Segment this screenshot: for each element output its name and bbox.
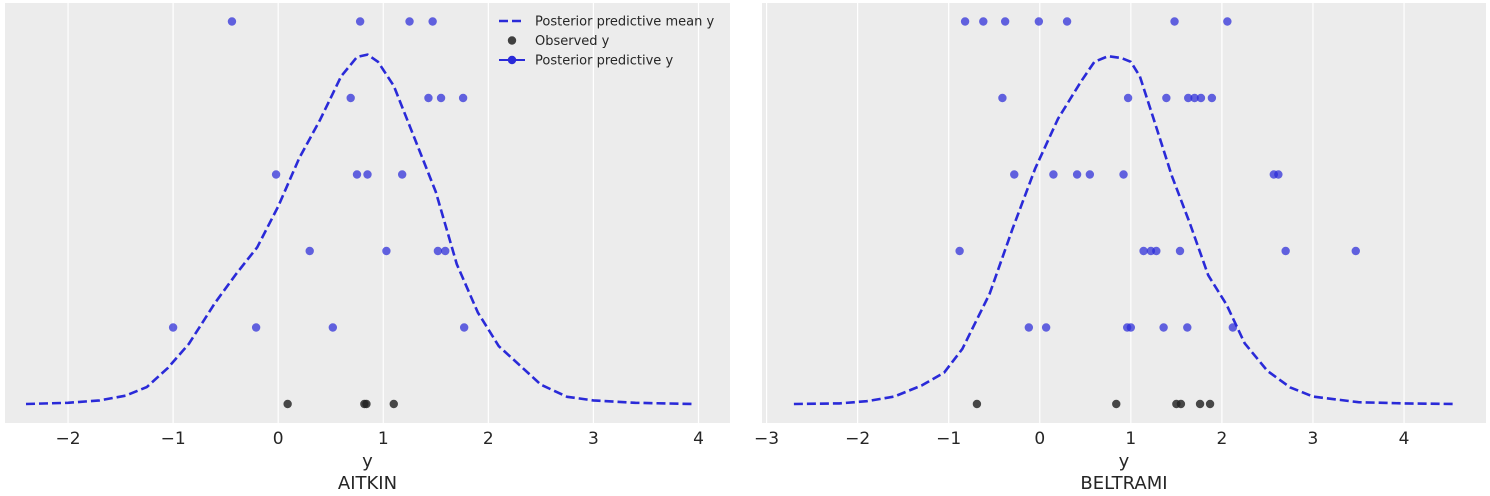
predictive-point	[1190, 93, 1199, 103]
x-tick-label: −2	[845, 429, 870, 449]
predictive-point	[1010, 170, 1019, 179]
x-tick-label: 4	[1399, 429, 1410, 449]
predictive-point	[1207, 93, 1217, 103]
plot-background	[762, 3, 1486, 423]
predictive-point	[1184, 93, 1193, 103]
predictive-point	[960, 17, 970, 26]
predictive-point	[1183, 323, 1192, 332]
observed-point	[972, 399, 982, 409]
legend-marker-observed	[507, 36, 517, 45]
x-tick-label: −1	[161, 429, 186, 449]
observed-point	[1112, 399, 1121, 409]
observed-point	[1205, 399, 1215, 409]
predictive-point	[1152, 246, 1161, 256]
x-tick-label: 3	[588, 429, 599, 449]
predictive-point	[1162, 93, 1171, 103]
predictive-point	[1223, 17, 1232, 26]
legend: Posterior predictive mean y Observed y Pos…	[499, 15, 714, 69]
predictive-point	[1175, 246, 1185, 256]
predictive-point	[1281, 246, 1290, 256]
predictive-point	[459, 323, 469, 332]
x-tick-label: 0	[1034, 429, 1045, 449]
legend-label: Posterior predictive mean y	[535, 15, 714, 30]
panel-subtitle: AITKIN	[338, 473, 397, 494]
predictive-point	[1000, 17, 1010, 26]
predictive-point	[979, 17, 988, 26]
observed-point	[389, 399, 398, 409]
predictive-point	[328, 323, 338, 332]
x-tick-label: 4	[693, 429, 704, 449]
predictive-point	[998, 93, 1007, 103]
legend-label: Observed y	[535, 34, 610, 49]
predictive-point	[168, 323, 178, 332]
x-tick-label: 0	[273, 429, 284, 449]
predictive-point	[227, 17, 237, 26]
x-tick-label: 1	[1125, 429, 1136, 449]
predictive-point	[346, 93, 355, 103]
x-tick-label: 1	[378, 429, 389, 449]
predictive-point	[458, 93, 468, 103]
predictive-point	[355, 17, 365, 26]
x-tick-label: 2	[1216, 429, 1227, 449]
posterior-predictive-mean-line	[793, 54, 1455, 406]
predictive-point	[428, 17, 437, 26]
x-axis-label: y	[1119, 451, 1130, 472]
predictive-point	[1159, 323, 1168, 332]
predictive-point	[441, 246, 450, 256]
x-tick-label: −1	[936, 429, 961, 449]
x-tick-label: 3	[1308, 429, 1319, 449]
predictive-point	[1119, 170, 1128, 179]
observed-point	[1176, 399, 1186, 409]
predictive-point	[1123, 93, 1133, 103]
predictive-point	[382, 246, 391, 256]
posterior-predictive-mean-line	[25, 53, 694, 406]
predictive-point	[363, 170, 372, 179]
predictive-point	[436, 93, 446, 103]
predictive-point	[405, 17, 414, 26]
panel-subtitle: BELTRAMI	[1080, 473, 1167, 494]
plot-background	[5, 3, 730, 423]
observed-point	[362, 399, 371, 409]
predictive-point	[1274, 170, 1283, 179]
predictive-point	[1072, 170, 1082, 179]
x-tick-label: −3	[754, 429, 779, 449]
predictive-point	[305, 246, 314, 256]
predictive-point	[955, 246, 964, 256]
predictive-point	[251, 323, 261, 332]
predictive-point	[1170, 17, 1179, 26]
predictive-point	[433, 246, 443, 256]
predictive-point	[271, 170, 281, 179]
predictive-point	[352, 170, 362, 179]
predictive-point	[1139, 246, 1148, 256]
observed-point	[283, 399, 292, 409]
predictive-point	[424, 93, 433, 103]
predictive-point	[1085, 170, 1095, 179]
predictive-point	[1034, 17, 1044, 26]
predictive-point	[1049, 170, 1058, 179]
x-tick-label: 2	[483, 429, 494, 449]
predictive-point	[1196, 93, 1206, 103]
predictive-point	[1126, 323, 1136, 332]
predictive-point	[1041, 323, 1051, 332]
observed-point	[1195, 399, 1205, 409]
predictive-point	[397, 170, 407, 179]
x-tick-label: −2	[56, 429, 81, 449]
predictive-point	[1351, 246, 1360, 256]
legend-label: Posterior predictive y	[535, 54, 673, 69]
predictive-point	[1062, 17, 1072, 26]
legend-marker-predictive	[507, 55, 517, 65]
predictive-point	[1024, 323, 1034, 332]
predictive-point	[1228, 323, 1238, 332]
x-axis-label: y	[362, 451, 373, 472]
